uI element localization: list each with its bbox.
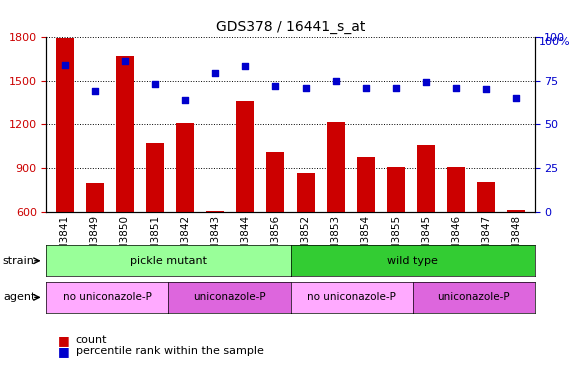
Text: no uniconazole-P: no uniconazole-P xyxy=(63,292,152,302)
Point xyxy=(241,64,250,70)
Bar xyxy=(236,101,254,300)
Point xyxy=(210,71,220,76)
Point xyxy=(271,83,280,89)
Bar xyxy=(387,167,405,300)
Text: wild type: wild type xyxy=(387,256,438,266)
Text: GDS378 / 16441_s_at: GDS378 / 16441_s_at xyxy=(216,20,365,34)
Text: uniconazole-P: uniconazole-P xyxy=(437,292,510,302)
Point xyxy=(150,81,160,87)
Point xyxy=(451,85,461,90)
Point xyxy=(391,85,400,90)
Point xyxy=(90,88,99,94)
Point xyxy=(120,58,130,64)
Point xyxy=(60,62,69,68)
Bar xyxy=(357,157,375,300)
Text: agent: agent xyxy=(3,292,35,302)
Text: ■: ■ xyxy=(58,345,70,358)
Point xyxy=(181,97,190,103)
Text: uniconazole-P: uniconazole-P xyxy=(193,292,266,302)
Bar xyxy=(447,167,465,300)
Bar xyxy=(56,38,74,300)
Bar xyxy=(206,211,224,300)
Text: pickle mutant: pickle mutant xyxy=(130,256,207,266)
Text: no uniconazole-P: no uniconazole-P xyxy=(307,292,396,302)
Bar xyxy=(146,143,164,300)
Point xyxy=(361,85,371,90)
Point xyxy=(482,86,491,92)
Bar xyxy=(296,173,314,300)
Text: percentile rank within the sample: percentile rank within the sample xyxy=(76,346,263,356)
Point xyxy=(331,78,340,83)
Point xyxy=(301,85,310,90)
Bar xyxy=(176,123,194,300)
Text: count: count xyxy=(76,335,107,346)
Bar xyxy=(267,152,285,300)
Bar xyxy=(477,182,496,300)
Bar xyxy=(507,210,525,300)
Point xyxy=(512,95,521,101)
Bar xyxy=(116,56,134,300)
Text: strain: strain xyxy=(3,256,35,266)
Bar xyxy=(85,183,104,300)
Bar xyxy=(327,122,345,300)
Point xyxy=(421,79,431,85)
Text: 100%: 100% xyxy=(539,37,571,46)
Bar xyxy=(417,145,435,300)
Text: ■: ■ xyxy=(58,334,70,347)
